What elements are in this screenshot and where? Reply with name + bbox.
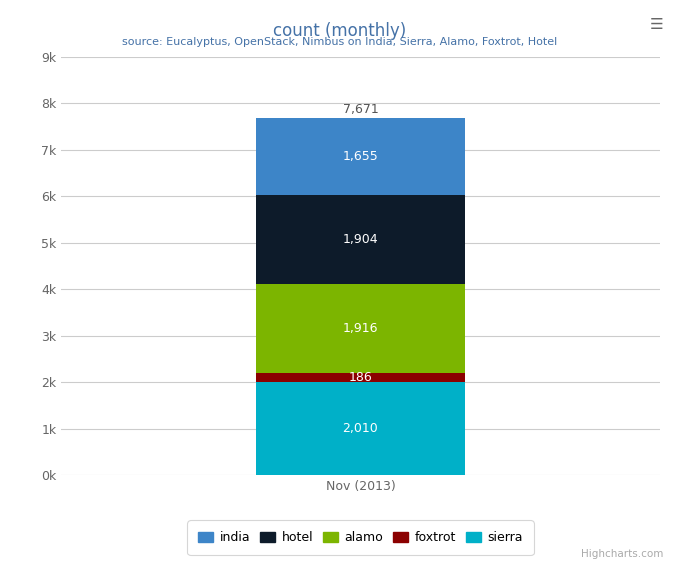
Text: 1,904: 1,904: [343, 233, 378, 246]
Bar: [256, 373, 465, 382]
Text: count (monthly): count (monthly): [273, 22, 407, 40]
Text: source: Eucalyptus, OpenStack, Nimbus on India, Sierra, Alamo, Foxtrot, Hotel: source: Eucalyptus, OpenStack, Nimbus on…: [122, 37, 558, 47]
Text: 1,655: 1,655: [343, 151, 378, 164]
Text: Highcharts.com: Highcharts.com: [581, 549, 663, 559]
Bar: [256, 284, 465, 373]
Bar: [256, 382, 465, 475]
Bar: [256, 195, 465, 284]
Text: 1,916: 1,916: [343, 322, 378, 335]
Legend: india, hotel, alamo, foxtrot, sierra: india, hotel, alamo, foxtrot, sierra: [191, 524, 530, 552]
Text: ☰: ☰: [649, 17, 663, 32]
Text: 2,010: 2,010: [343, 422, 378, 435]
Text: 186: 186: [349, 371, 372, 384]
Bar: [256, 118, 465, 195]
Text: 7,671: 7,671: [343, 102, 378, 115]
